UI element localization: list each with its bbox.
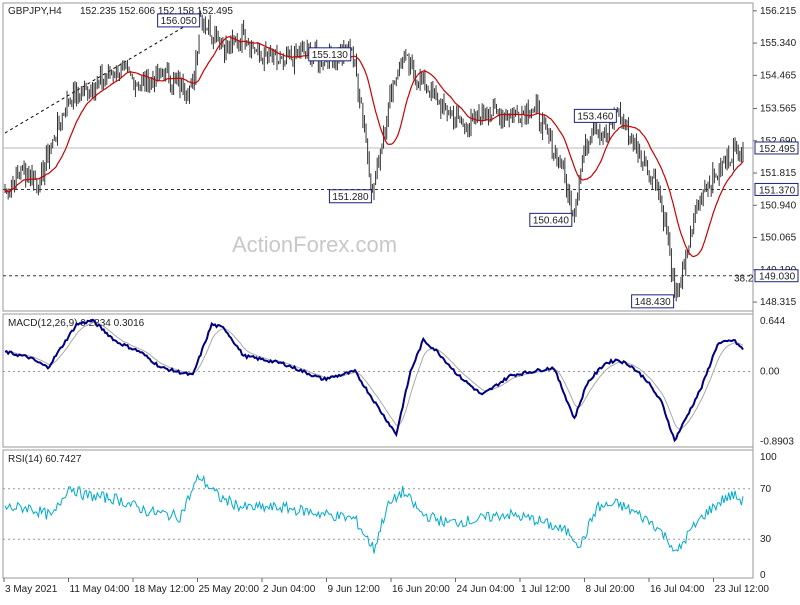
price-tick-label-4: 152.690 [760, 136, 797, 147]
x-tick-label-5: 9 Jun 12:00 [328, 584, 381, 595]
x-tick-label-11: 23 Jul 12:00 [715, 584, 770, 595]
x-tick-label-6: 16 Jun 20:00 [392, 584, 450, 595]
annotation-box-4 [529, 212, 573, 227]
x-tick-label-3: 25 May 20:00 [199, 584, 260, 595]
rsi-tick-label-3: 0 [760, 570, 766, 581]
x-tick-label-0: 3 May 2021 [5, 584, 58, 595]
x-tick-label-8: 1 Jul 12:00 [521, 584, 570, 595]
annotation-label-4: 150.640 [533, 215, 570, 226]
price-tick-label-6: 150.940 [760, 200, 797, 211]
rsi-title: RSI(14) 60.7427 [8, 454, 82, 465]
annotation-box-1 [308, 47, 352, 62]
annotation-box-3 [573, 108, 617, 123]
level-note-2: 38.2 [734, 274, 754, 285]
rsi-tick-label-1: 70 [760, 484, 772, 495]
rsi-tick-label-0: 100 [760, 452, 777, 463]
price-panel-frame [2, 2, 754, 312]
annotation-label-1: 155.130 [312, 50, 349, 61]
price-tick-label-1: 155.340 [760, 38, 797, 49]
price-tick-label-7: 150.065 [760, 233, 797, 244]
level-label-box-2 [754, 269, 799, 283]
x-tick-label-7: 24 Jun 04:00 [457, 584, 515, 595]
price-tick-label-3: 153.565 [760, 104, 797, 115]
x-tick-label-9: 8 Jul 20:00 [586, 584, 635, 595]
price-tick-label-5: 151.815 [760, 168, 797, 179]
price-tick-label-2: 154.465 [760, 70, 797, 81]
chart-symbol: GBPJPY,H4 [8, 6, 62, 17]
annotation-box-5 [631, 294, 675, 309]
annotation-label-5: 148.430 [635, 297, 672, 308]
macd-tick-label-0: 0.644 [760, 316, 785, 327]
level-label-0: 152.495 [759, 144, 796, 155]
x-tick-label-10: 16 Jul 04:00 [650, 584, 705, 595]
rsi-layer [3, 473, 753, 554]
x-tick-label-2: 18 May 12:00 [134, 584, 195, 595]
x-tick-label-1: 11 May 04:00 [70, 584, 130, 595]
price-tick-label-0: 156.215 [760, 6, 797, 17]
macd-tick-label-1: 0.00 [760, 366, 780, 377]
annotation-box-2 [328, 189, 372, 204]
annotation-label-0: 156.050 [161, 16, 198, 27]
rsi-tick-label-2: 30 [760, 534, 772, 545]
trendline [4, 16, 201, 134]
level-label-2: 149.030 [759, 272, 796, 283]
macd-tick-label-2: -0.8903 [760, 436, 794, 447]
macd-line [4, 318, 744, 443]
annotation-label-3: 153.460 [577, 111, 614, 122]
chart-ohlc: 152.235 152.606 152.158 152.495 [80, 6, 233, 17]
level-label-1: 151.370 [759, 185, 796, 196]
level-label-box-0 [754, 141, 799, 155]
moving-average-line [4, 36, 744, 258]
price-tick-label-9: 148.315 [760, 297, 797, 308]
annotation-box-0 [157, 13, 201, 28]
macd-layer [3, 318, 753, 443]
rsi-panel-frame [2, 449, 754, 579]
watermark: ActionForex.com [232, 232, 397, 257]
price-layer: 156.050 155.130 151.280 153.460 150.640 148.4… [3, 10, 753, 309]
axis-layer: 156.215 155.340 154.465 153.565 152.690 151.8… [3, 3, 799, 595]
x-tick-label-4: 2 Jun 04:00 [263, 584, 316, 595]
level-label-box-1 [754, 182, 799, 196]
rsi-line [4, 473, 744, 554]
annotation-label-2: 151.280 [332, 192, 369, 203]
macd-panel-frame [2, 313, 754, 448]
